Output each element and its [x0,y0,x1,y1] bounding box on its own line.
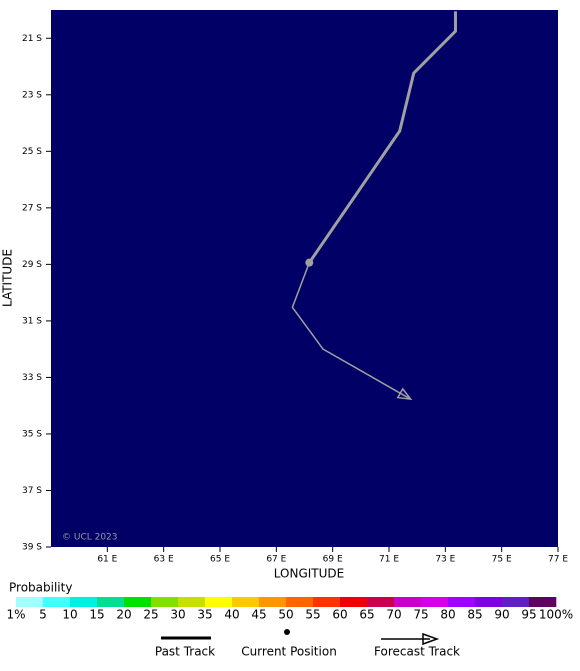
forecast-arrow [396,387,413,401]
colorbar-label: 15 [89,608,104,622]
y-tick-label: 25 S [22,147,42,157]
x-tick-label: 69 E [323,555,343,565]
colorbar-label: 1% [6,608,25,622]
x-tick-label: 61 E [97,555,117,565]
legend-forecast: Forecast Track [374,645,460,659]
colorbar-segment [448,597,476,607]
x-tick-label: 67 E [266,555,286,565]
colorbar-segment [16,597,44,607]
colorbar-segment [232,597,260,607]
colorbar-segment [178,597,206,607]
colorbar-segment [394,597,422,607]
colorbar-segment [529,597,557,607]
credit: © UCL 2023 [62,533,118,543]
colorbar-label: 90 [494,608,509,622]
colorbar-segment [475,597,503,607]
colorbar-segment [205,597,233,607]
y-tick-label: 21 S [22,34,42,44]
colorbar-label: 55 [305,608,320,622]
colorbar-title: Probability [9,581,72,595]
x-axis-label: LONGITUDE [274,567,344,581]
colorbar-segment [151,597,179,607]
colorbar-label: 35 [197,608,212,622]
colorbar-segment [286,597,314,607]
colorbar-segment [43,597,71,607]
colorbar-label: 100% [539,608,573,622]
colorbar-label: 30 [170,608,185,622]
colorbar-label: 60 [332,608,347,622]
y-tick-label: 23 S [22,90,42,100]
map-area [51,10,558,547]
x-tick-label: 65 E [210,555,230,565]
colorbar-label: 50 [278,608,293,622]
x-tick-label: 73 E [435,555,455,565]
colorbar-segment [340,597,368,607]
colorbar-segment [97,597,125,607]
colorbar-segment [124,597,152,607]
colorbar-label: 45 [251,608,266,622]
colorbar-label: 25 [143,608,158,622]
x-tick-label: 71 E [379,555,399,565]
legend-past: Past Track [155,645,215,659]
legend-forecast-arrow [422,632,440,646]
forecast-track [291,262,412,400]
y-tick-label: 29 S [22,260,42,270]
colorbar-label: 70 [386,608,401,622]
y-tick-label: 39 S [22,543,42,553]
past-track [308,11,457,264]
colorbar-segment [502,597,530,607]
x-tick-label: 77 E [548,555,568,565]
colorbar-label: 80 [440,608,455,622]
colorbar-segment [367,597,395,607]
y-tick-label: 35 S [22,429,42,439]
y-tick-label: 33 S [22,373,42,383]
legend-current-symbol [284,629,290,635]
colorbar-label: 5 [39,608,47,622]
colorbar-label: 40 [224,608,239,622]
colorbar-segment [313,597,341,607]
colorbar-label: 10 [62,608,77,622]
colorbar-label: 20 [116,608,131,622]
current-position [305,258,314,267]
y-tick-label: 31 S [22,316,42,326]
colorbar-segment [259,597,287,607]
colorbar-segment [421,597,449,607]
y-tick-label: 27 S [22,203,42,213]
colorbar-label: 95 [521,608,536,622]
legend-current: Current Position [241,645,337,659]
x-tick-label: 63 E [154,555,174,565]
x-tick-label: 75 E [492,555,512,565]
colorbar-label: 65 [359,608,374,622]
colorbar-segment [70,597,98,607]
y-tick-label: 37 S [22,486,42,496]
y-axis-label: LATITUDE [1,249,15,307]
colorbar-label: 85 [467,608,482,622]
colorbar-label: 75 [413,608,428,622]
